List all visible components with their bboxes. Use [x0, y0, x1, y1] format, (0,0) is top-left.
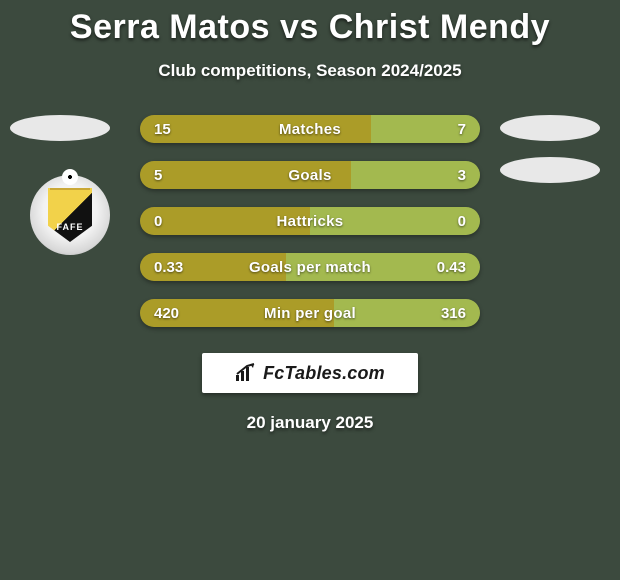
- stat-row: 157Matches: [140, 115, 480, 143]
- stat-row: 0.330.43Goals per match: [140, 253, 480, 281]
- stat-bars-column: 157Matches 53Goals 00Hattricks 0.330.43Goal…: [140, 115, 480, 327]
- brand-chart-icon: [235, 363, 257, 383]
- stat-row: 00Hattricks: [140, 207, 480, 235]
- brand-text: FcTables.com: [263, 363, 385, 384]
- stat-label: Goals: [140, 161, 480, 189]
- stat-label: Goals per match: [140, 253, 480, 281]
- brand-box: FcTables.com: [202, 353, 418, 393]
- club-crest-left: FAFE: [30, 175, 110, 255]
- content-area: FAFE 157Matches 53Goals 00Hattricks 0.330.4…: [0, 115, 620, 327]
- date-label: 20 january 2025: [0, 413, 620, 433]
- crest-label: FAFE: [56, 222, 83, 232]
- crest-ball-icon: [62, 169, 78, 185]
- stat-label: Matches: [140, 115, 480, 143]
- page-title: Serra Matos vs Christ Mendy: [0, 8, 620, 47]
- infographic-root: Serra Matos vs Christ Mendy Club competi…: [0, 0, 620, 433]
- stat-row: 53Goals: [140, 161, 480, 189]
- subtitle: Club competitions, Season 2024/2025: [0, 61, 620, 81]
- player-photo-placeholder-right-2: [500, 157, 600, 183]
- player-photo-placeholder-left: [10, 115, 110, 141]
- stat-label: Min per goal: [140, 299, 480, 327]
- stat-label: Hattricks: [140, 207, 480, 235]
- stat-row: 420316Min per goal: [140, 299, 480, 327]
- crest-shield-icon: FAFE: [48, 188, 92, 242]
- player-photo-placeholder-right-1: [500, 115, 600, 141]
